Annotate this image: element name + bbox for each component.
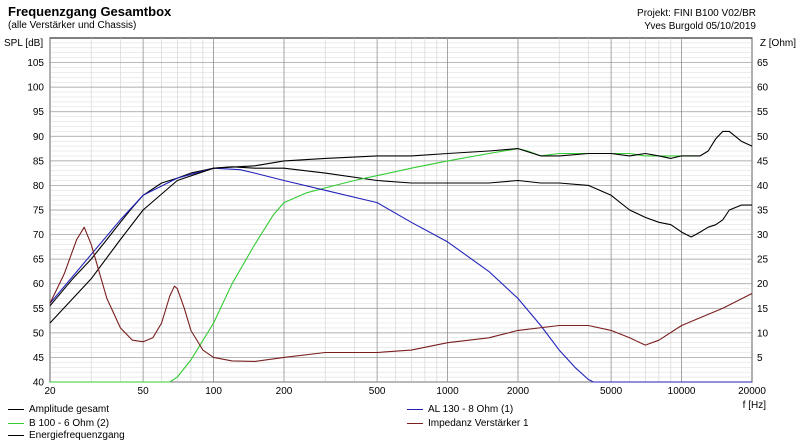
legend-item-5: Impedanz Verstärker 1 bbox=[407, 418, 529, 429]
y2-tick-label: 50 bbox=[757, 132, 769, 143]
y2-tick-label: 40 bbox=[757, 181, 769, 192]
legend-swatch bbox=[8, 423, 24, 424]
legend-item-4: Energiefrequenzgang bbox=[8, 430, 125, 441]
x-tick-label: 20000 bbox=[738, 386, 766, 397]
y2-axis-title: Z [Ohm] bbox=[760, 38, 796, 49]
y2-tick-label: 30 bbox=[757, 230, 769, 241]
x-tick-label: 200 bbox=[276, 386, 293, 397]
y-tick-label: 105 bbox=[27, 58, 44, 69]
chart-title: Frequenzgang Gesamtbox bbox=[8, 4, 172, 19]
author-date-label: Yves Burgold 05/10/2019 bbox=[644, 21, 756, 32]
x-tick-label: 1000 bbox=[436, 386, 459, 397]
legend-item-3: AL 130 - 8 Ohm (1) bbox=[407, 404, 513, 415]
legend-swatch bbox=[8, 435, 24, 436]
y-tick-label: 60 bbox=[33, 279, 45, 290]
y-tick-label: 100 bbox=[27, 83, 44, 94]
chart-subtitle: (alle Verstärker und Chassis) bbox=[8, 20, 137, 31]
y-axis-title: SPL [dB] bbox=[4, 38, 43, 49]
y2-tick-label: 45 bbox=[757, 156, 769, 167]
y-tick-label: 90 bbox=[33, 132, 45, 143]
series-line-2 bbox=[50, 148, 701, 383]
y-tick-label: 40 bbox=[33, 378, 45, 389]
series-line-3 bbox=[49, 167, 752, 383]
x-tick-label: 5000 bbox=[600, 386, 623, 397]
series-line-4 bbox=[49, 130, 753, 324]
y-tick-label: 95 bbox=[33, 107, 45, 118]
y-tick-label: 45 bbox=[33, 353, 45, 364]
y-tick-label: 65 bbox=[33, 255, 45, 266]
legend-label: Impedanz Verstärker 1 bbox=[428, 418, 529, 429]
legend-label: Energiefrequenzgang bbox=[29, 430, 125, 441]
y2-tick-label: 15 bbox=[757, 304, 769, 315]
y2-tick-label: 10 bbox=[757, 328, 769, 339]
y-tick-label: 50 bbox=[33, 328, 45, 339]
y2-tick-label: 55 bbox=[757, 107, 769, 118]
x-tick-label: 50 bbox=[138, 386, 150, 397]
x-tick-label: 2000 bbox=[507, 386, 530, 397]
legend-label: AL 130 - 8 Ohm (1) bbox=[428, 404, 514, 415]
y-tick-label: 70 bbox=[33, 230, 45, 241]
series-line-5 bbox=[49, 226, 753, 362]
x-tick-label: 10000 bbox=[668, 386, 696, 397]
x-tick-label: 500 bbox=[369, 386, 386, 397]
legend-label: B 100 - 6 Ohm (2) bbox=[29, 418, 110, 429]
y2-tick-label: 25 bbox=[757, 255, 769, 266]
legend-label: Amplitude gesamt bbox=[29, 404, 110, 415]
y-tick-label: 55 bbox=[33, 304, 45, 315]
legend-swatch bbox=[407, 409, 423, 410]
y-tick-label: 80 bbox=[33, 181, 45, 192]
y-tick-label: 75 bbox=[33, 206, 45, 217]
y2-tick-label: 60 bbox=[757, 83, 769, 94]
x-axis-title: f [Hz] bbox=[743, 400, 767, 411]
legend-swatch bbox=[407, 423, 423, 424]
legend-item-2: B 100 - 6 Ohm (2) bbox=[8, 418, 109, 429]
legend-item-1: Amplitude gesamt bbox=[8, 404, 109, 415]
x-tick-label: 20 bbox=[44, 386, 56, 397]
y-tick-label: 85 bbox=[33, 156, 45, 167]
project-label: Projekt: FINI B100 V02/BR bbox=[637, 8, 756, 19]
y2-tick-label: 20 bbox=[757, 279, 769, 290]
x-tick-label: 100 bbox=[205, 386, 222, 397]
y2-tick-label: 5 bbox=[757, 353, 763, 364]
y2-tick-label: 65 bbox=[757, 58, 769, 69]
legend-swatch bbox=[8, 409, 24, 410]
y2-tick-label: 35 bbox=[757, 206, 769, 217]
